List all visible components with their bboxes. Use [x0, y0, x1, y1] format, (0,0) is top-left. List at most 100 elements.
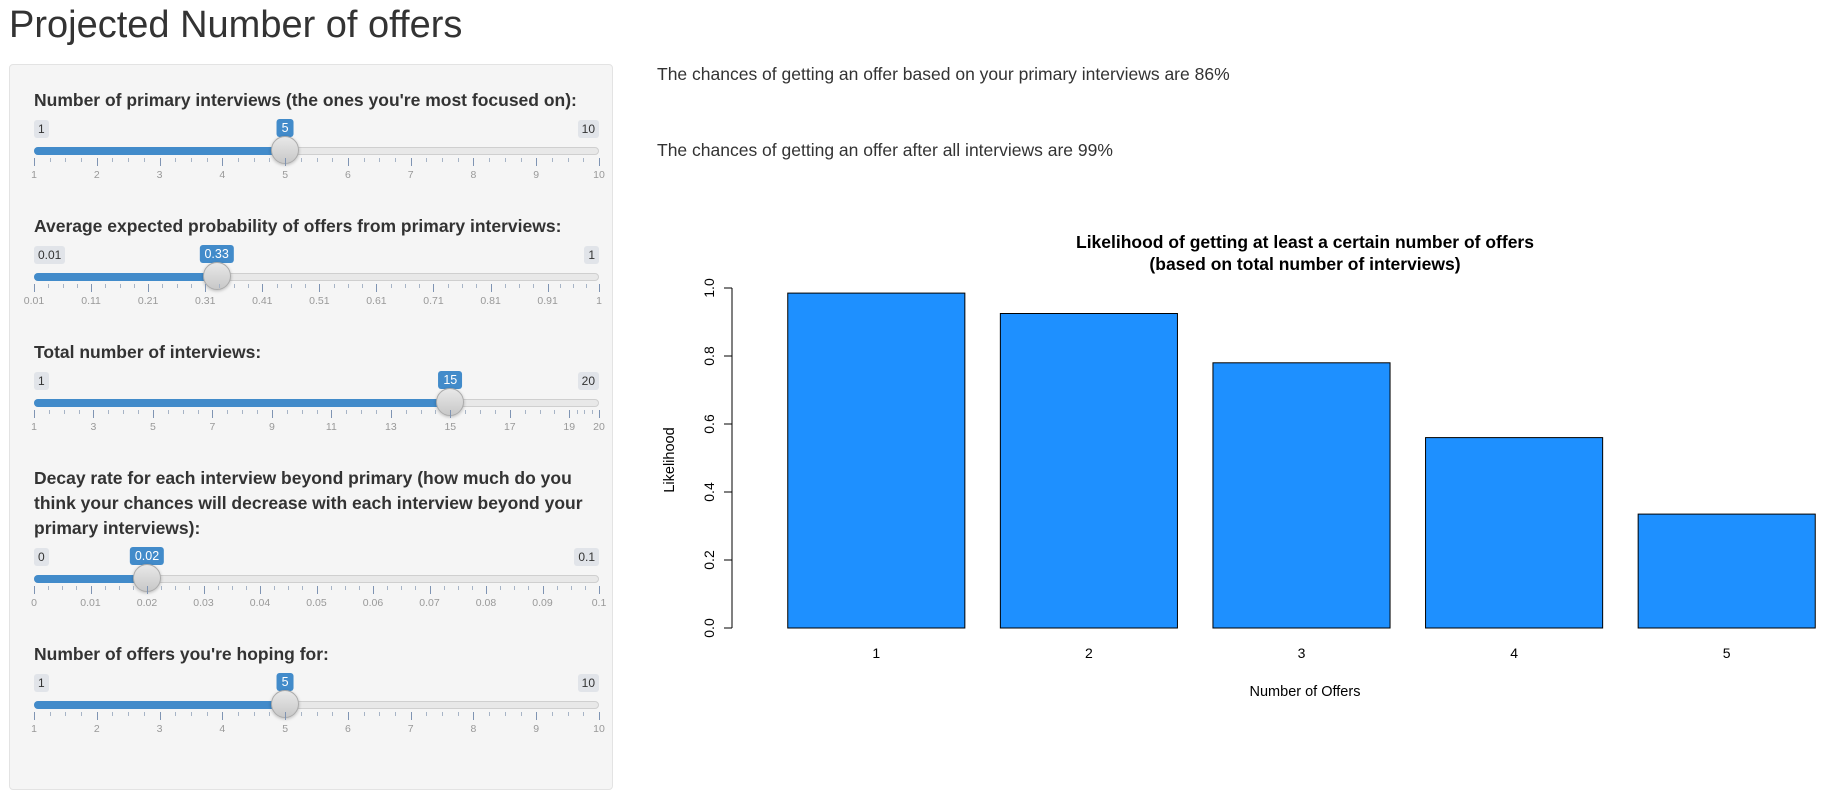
slider-minor-tick [401, 586, 403, 590]
slider-minor-tick [48, 586, 50, 590]
slider-tick-label: 0.01 [80, 597, 101, 609]
slider-tick [205, 284, 207, 292]
slider-minor-tick [231, 586, 233, 590]
slider-tick [34, 410, 35, 418]
x-tick-label: 3 [1298, 645, 1306, 661]
slider-tick [547, 284, 549, 292]
slider-minor-tick [514, 586, 516, 590]
slider-minor-tick [190, 158, 192, 162]
slider-minor-tick [344, 586, 346, 590]
slider-minor-tick [253, 712, 255, 716]
slider-minor-tick [332, 712, 334, 716]
slider-minor-tick [175, 712, 177, 716]
slider-minor-tick [206, 158, 208, 162]
slider-minor-tick [551, 158, 553, 162]
slider-minor-tick [316, 410, 318, 414]
offers-hoped-label: Number of offers you're hoping for: [34, 644, 329, 664]
slider-minor-tick [301, 410, 303, 414]
slider-tick-label: 7 [407, 169, 414, 181]
slider-tick-label: 0.07 [419, 597, 440, 609]
slider-tick-label: 9 [268, 421, 275, 433]
x-tick-label: 1 [872, 645, 880, 661]
slider-minor-tick [524, 410, 526, 414]
offer-probability-slider[interactable]: 0.01 1 0.33 0.01 0.11 0.21 0.31 0.41 0.51 0.61… [24, 245, 602, 336]
slider-minor-tick [361, 410, 363, 414]
slider-minor-tick [245, 586, 247, 590]
slider-max-label: 20 [577, 372, 599, 390]
slider-max-label: 10 [577, 120, 599, 138]
slider-value-label: 15 [438, 371, 463, 389]
slider-minor-tick [504, 158, 506, 162]
slider-minor-tick [112, 158, 114, 162]
slider-tick-label: 0.41 [252, 295, 273, 307]
slider-minor-tick [394, 712, 396, 716]
slider-tick-label: 7 [407, 723, 414, 735]
total-interviews-slider[interactable]: 1 20 15 1 3 5 7 9 11 13 15 17 19 20 [31, 371, 605, 462]
slider-tick-label: 17 [503, 421, 516, 433]
slider-tick-label: 5 [282, 723, 289, 735]
slider-minor-tick [500, 586, 502, 590]
slider-value-label: 5 [276, 119, 294, 137]
slider-tick [148, 284, 150, 292]
slider-max-label: 1 [584, 246, 599, 264]
slider-minor-tick [457, 158, 459, 162]
slider-minor-tick [206, 712, 208, 716]
y-tick-label: 1.0 [701, 278, 717, 298]
offers-hoped-slider[interactable]: 1 10 5 1 2 3 4 5 6 7 8 9 10 [31, 673, 605, 764]
slider-minor-tick [48, 284, 50, 288]
slider-minor-tick [104, 586, 106, 590]
slider-minor-tick [217, 586, 219, 590]
slider-fill [34, 273, 217, 281]
slider-minor-tick [242, 410, 244, 414]
slider-tick-label: 3 [156, 169, 163, 181]
slider-minor-tick [276, 284, 278, 288]
slider-minor-tick [81, 712, 83, 716]
decay-rate-slider[interactable]: 0 0.1 0.02 0 0.01 0.02 0.03 0.04 0.05 0.06 0.07… [31, 547, 606, 638]
slider-minor-tick [176, 284, 178, 288]
slider-minor-tick [591, 410, 593, 414]
slider-tick-label: 0.09 [532, 597, 553, 609]
slider-value-label: 0.33 [199, 245, 234, 263]
slider-minor-tick [288, 586, 290, 590]
slider-minor-tick [316, 158, 318, 162]
slider-minor-tick [132, 586, 134, 590]
slider-tick [222, 712, 224, 720]
slider-minor-tick [76, 284, 78, 288]
slider-minor-tick [567, 158, 569, 162]
primary-interviews-slider[interactable]: 1 10 5 1 2 3 4 5 6 7 8 9 10 [31, 119, 605, 210]
slider-minor-tick [539, 410, 541, 414]
slider-minor-tick [128, 158, 130, 162]
slider-minor-tick [65, 712, 67, 716]
slider-tick [271, 410, 273, 418]
slider-tick-label: 1 [31, 723, 37, 735]
slider-handle[interactable] [202, 262, 231, 290]
slider-minor-tick [363, 158, 365, 162]
y-tick-label: 0.6 [701, 414, 717, 434]
slider-min-label: 1 [34, 372, 49, 390]
chart-subtitle: (based on total number of interviews) [1149, 254, 1460, 274]
slider-minor-tick [138, 410, 140, 414]
slider-tick-label: 0.06 [362, 597, 384, 609]
slider-minor-tick [78, 410, 80, 414]
slider-minor-tick [316, 712, 318, 716]
slider-minor-tick [465, 410, 467, 414]
slider-minor-tick [290, 284, 292, 288]
slider-tick [599, 284, 600, 292]
slider-minor-tick [253, 158, 255, 162]
bar-offers-4 [1425, 437, 1604, 629]
slider-tick-label: 0.03 [193, 597, 214, 609]
bar-offers-3 [1212, 362, 1391, 629]
slider-tick-label: 0 [31, 597, 37, 609]
slider-tick [203, 586, 205, 594]
slider-tick-label: 8 [470, 169, 477, 181]
slider-minor-tick [182, 410, 184, 414]
slider-tick [91, 284, 93, 292]
slider-tick-label: 9 [533, 723, 540, 735]
slider-minor-tick [551, 712, 553, 716]
slider-minor-tick [442, 712, 444, 716]
slider-minor-tick [554, 410, 556, 414]
bar-offers-1 [787, 292, 966, 629]
slider-minor-tick [426, 158, 428, 162]
slider-minor-tick [480, 410, 482, 414]
slider-value-label: 0.02 [129, 547, 165, 565]
